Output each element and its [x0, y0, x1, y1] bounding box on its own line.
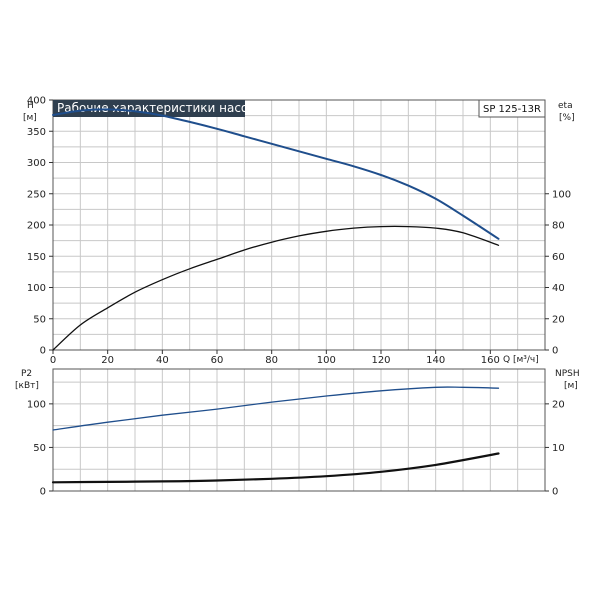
- npsh-axis-unit: [м]: [564, 381, 578, 391]
- lower-right-tick-label: 10: [552, 443, 565, 454]
- upper-series-line-1: [52, 108, 500, 240]
- lower-tick-labels: 0 50 100 0 10 20: [27, 399, 565, 497]
- upper-tick-labels: 0 20 40 60 80 100 120 140 1600501001502002503003…: [27, 96, 571, 367]
- upper-left-tick-label: 200: [27, 221, 46, 232]
- upper-x-tick-label: 80: [265, 355, 278, 366]
- npsh-axis-name: NPSH: [555, 369, 580, 379]
- upper-x-tick-label: 120: [371, 355, 390, 366]
- lower-left-tick-label: 100: [27, 399, 46, 410]
- q-axis-label: Q [м³/ч]: [503, 355, 539, 365]
- upper-left-tick-label: 0: [40, 346, 46, 357]
- upper-left-tick-label: 400: [27, 96, 46, 107]
- upper-grid: [52, 99, 546, 350]
- lower-right-tick-label: 20: [552, 399, 565, 410]
- upper-series: [52, 108, 500, 351]
- lower-panel: P2 [кВт] NPSH [м] 0 50 100 0 10 20: [15, 368, 580, 498]
- upper-left-tick-label: 50: [33, 314, 46, 325]
- upper-series-line-2: [52, 225, 500, 351]
- eta-axis-unit: [%]: [559, 113, 575, 123]
- lower-left-tick-label: 0: [40, 487, 46, 498]
- upper-x-tick-label: 160: [481, 355, 500, 366]
- upper-left-tick-label: 300: [27, 158, 46, 169]
- upper-right-tick-label: 0: [552, 346, 558, 357]
- lower-right-tick-label: 0: [552, 487, 558, 498]
- upper-panel: Рабочие характеристики насоса SP 125-13R…: [23, 96, 575, 367]
- upper-right-tick-label: 100: [552, 189, 571, 200]
- upper-x-tick-label: 40: [156, 355, 169, 366]
- lower-series-line-1: [52, 386, 500, 431]
- h-axis-unit: [м]: [23, 113, 37, 123]
- upper-right-tick-label: 60: [552, 252, 565, 263]
- chart-title: Рабочие характеристики насоса: [57, 101, 262, 115]
- upper-x-tick-label: 0: [50, 355, 56, 366]
- upper-left-tick-label: 150: [27, 252, 46, 263]
- upper-x-tick-label: 140: [426, 355, 445, 366]
- upper-x-tick-label: 100: [317, 355, 336, 366]
- upper-left-tick-label: 250: [27, 189, 46, 200]
- upper-x-tick-label: 20: [101, 355, 114, 366]
- upper-right-tick-label: 20: [552, 314, 565, 325]
- lower-series: [51, 386, 500, 484]
- p2-axis-name: P2: [21, 369, 32, 379]
- lower-grid: [52, 369, 546, 491]
- model-label-box: [478, 99, 546, 118]
- upper-right-tick-label: 80: [552, 221, 565, 232]
- title-box: [53, 100, 245, 117]
- lower-left-tick-label: 50: [33, 443, 46, 454]
- p2-axis-unit: [кВт]: [15, 381, 39, 391]
- lower-series-line-2: [51, 452, 500, 484]
- upper-left-tick-label: 350: [27, 127, 46, 138]
- upper-x-tick-label: 60: [211, 355, 224, 366]
- upper-left-tick-label: 100: [27, 283, 46, 294]
- eta-axis-name: eta: [558, 101, 573, 111]
- h-axis-name: H: [27, 101, 34, 111]
- model-label: SP 125-13R: [483, 104, 541, 115]
- upper-right-tick-label: 40: [552, 283, 565, 294]
